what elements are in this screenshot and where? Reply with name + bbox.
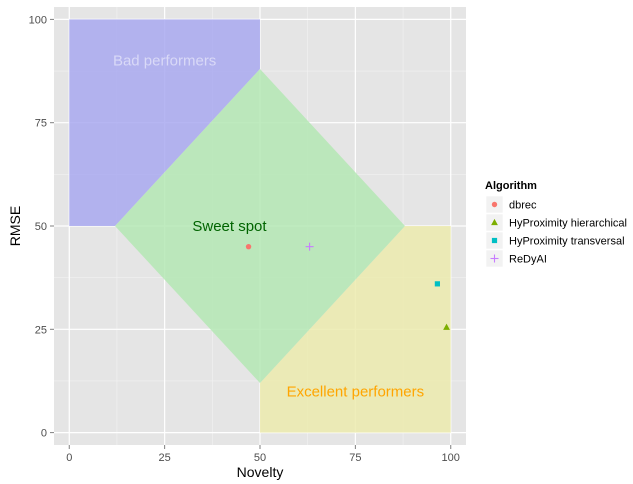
x-axis-label: Novelty (237, 464, 284, 480)
y-tick-label: 50 (35, 221, 47, 233)
x-tick-label: 25 (159, 452, 171, 464)
legend-label-hyproximity-hierarchical: HyProximity hierarchical (509, 218, 627, 230)
region-label-excellent: Excellent performers (287, 383, 425, 400)
region-sweet (115, 68, 405, 384)
x-tick-label: 75 (349, 452, 361, 464)
point-hyproximity-transversal (434, 281, 440, 287)
y-tick-label: 0 (41, 428, 47, 440)
region-bad (69, 19, 260, 227)
y-tick-label: 100 (29, 14, 47, 26)
legend-label-redyai: ReDyAI (509, 254, 547, 266)
points (245, 242, 450, 330)
x-tick-label: 50 (254, 452, 266, 464)
y-axis: 0 25 50 75 100 (29, 14, 54, 440)
legend-marker-redyai (490, 254, 499, 263)
x-tick-label: 0 (66, 452, 72, 464)
y-axis-label: RMSE (7, 206, 23, 246)
point-dbrec (245, 243, 252, 250)
y-tick-label: 75 (35, 118, 47, 130)
region-label-sweet: Sweet spot (192, 218, 267, 235)
point-hyproximity-hierarchical (443, 323, 450, 330)
region-labels: Bad performers Excellent performers Sweet … (113, 53, 424, 401)
legend-label-dbrec: dbrec (509, 200, 537, 212)
legend-marker-dbrec (491, 201, 498, 208)
region-excellent (260, 226, 451, 433)
regions (69, 19, 451, 433)
legend: Algorithm dbrec HyProximity hierarchical H… (485, 180, 627, 268)
legend-items: dbrec HyProximity hierarchical HyProximity… (485, 195, 627, 268)
legend-label-hyproximity-transversal: HyProximity transversal (509, 236, 625, 248)
point-redyai (305, 242, 314, 251)
legend-marker-hyproximity-transversal (491, 237, 498, 244)
legend-title: Algorithm (485, 180, 537, 192)
legend-marker-hyproximity-hierarchical (491, 218, 498, 226)
region-label-bad: Bad performers (113, 53, 216, 70)
x-axis: 0 25 50 75 100 (66, 445, 460, 464)
y-tick-label: 25 (35, 324, 47, 336)
x-tick-label: 100 (442, 452, 460, 464)
